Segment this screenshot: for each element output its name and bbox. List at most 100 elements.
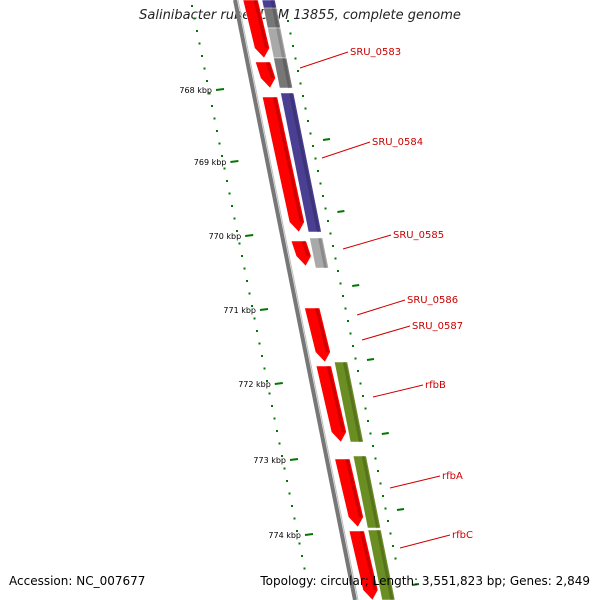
cds-arrow bbox=[290, 240, 312, 267]
gene-leader-line bbox=[356, 299, 406, 316]
scale-dot bbox=[261, 355, 263, 357]
scale-dot bbox=[296, 530, 298, 532]
scale-dot bbox=[226, 180, 228, 182]
scale-dot-inner bbox=[354, 357, 357, 360]
scale-dot-inner bbox=[317, 170, 319, 172]
scale-dot-inner bbox=[289, 32, 292, 35]
cog-bar bbox=[280, 92, 322, 233]
scale-dot-inner bbox=[339, 282, 342, 285]
gene-leader-line bbox=[389, 475, 441, 489]
scale-dot-inner bbox=[389, 532, 392, 535]
cds-arrow-shade bbox=[345, 458, 362, 518]
scale-dot bbox=[196, 30, 198, 32]
gene-label[interactable]: rfbC bbox=[452, 530, 473, 541]
scale-dot bbox=[298, 542, 301, 545]
scale-dot bbox=[286, 480, 288, 482]
scale-dot-inner bbox=[299, 82, 302, 85]
cds-arrow-shade bbox=[272, 96, 303, 223]
scale-dot bbox=[238, 242, 241, 245]
cog-bar bbox=[261, 0, 277, 9]
gene-leader-line bbox=[361, 325, 411, 341]
scale-dot-inner bbox=[357, 370, 359, 372]
scale-dot-inner bbox=[372, 445, 374, 447]
cog-bar-shade bbox=[282, 57, 292, 89]
scale-dot-inner bbox=[359, 382, 362, 385]
scale-dot bbox=[271, 405, 273, 407]
genome-backbone bbox=[233, 0, 357, 600]
cds-arrow bbox=[255, 61, 276, 89]
scale-major-tick bbox=[215, 88, 225, 91]
scale-minor-tick bbox=[352, 284, 360, 287]
scale-dot-inner bbox=[287, 20, 289, 22]
cds-arrow-shade bbox=[315, 307, 329, 353]
scale-minor-tick bbox=[396, 508, 405, 511]
scale-minor-tick bbox=[411, 583, 420, 586]
scale-dot bbox=[248, 292, 251, 295]
scale-dot-inner bbox=[342, 295, 344, 297]
cog-bar-shade bbox=[376, 529, 394, 600]
scale-major-tick bbox=[304, 533, 314, 536]
scale-dot-inner bbox=[369, 432, 372, 435]
scale-dot-inner bbox=[384, 507, 387, 510]
scale-dot-inner bbox=[297, 70, 299, 72]
scale-dot-inner bbox=[312, 145, 314, 147]
scale-dot bbox=[218, 142, 221, 145]
scale-dot bbox=[233, 217, 236, 220]
scale-dot bbox=[266, 380, 268, 382]
scale-dot-inner bbox=[379, 482, 382, 485]
scale-dot-inner bbox=[344, 307, 347, 310]
scale-dot bbox=[273, 417, 276, 420]
scale-label: 774 kbp bbox=[268, 531, 301, 540]
cog-bar bbox=[309, 237, 329, 269]
scale-dot bbox=[276, 430, 278, 432]
cds-arrow-shade bbox=[301, 240, 310, 257]
cds-arrow-shade bbox=[359, 530, 377, 591]
scale-dot-inner bbox=[292, 45, 294, 47]
cds-arrow-shade bbox=[326, 365, 345, 433]
scale-dot bbox=[208, 92, 211, 95]
gene-label[interactable]: SRU_0583 bbox=[350, 47, 401, 58]
scale-dot-inner bbox=[319, 182, 322, 185]
scale-dot bbox=[206, 80, 208, 82]
scale-dot bbox=[198, 42, 201, 45]
genome-backbone-shadow bbox=[237, 0, 359, 600]
gene-leader-line bbox=[342, 234, 392, 250]
gene-label[interactable]: rfbA bbox=[442, 471, 463, 482]
cds-arrow-shade bbox=[253, 0, 269, 49]
scale-dot bbox=[293, 517, 296, 520]
scale-dot bbox=[283, 467, 286, 470]
scale-label: 770 kbp bbox=[209, 232, 242, 241]
scale-major-tick bbox=[245, 234, 254, 237]
cog-bar-shade bbox=[289, 92, 320, 233]
scale-minor-tick bbox=[337, 210, 345, 213]
gene-label[interactable]: SRU_0587 bbox=[412, 321, 463, 332]
scale-minor-tick bbox=[322, 138, 331, 141]
scale-dot bbox=[256, 330, 258, 332]
scale-dot bbox=[193, 17, 196, 20]
scale-dot bbox=[213, 117, 216, 120]
scale-major-tick bbox=[259, 308, 269, 311]
gene-leader-line bbox=[372, 384, 424, 398]
scale-dot-inner bbox=[337, 270, 339, 272]
gene-label[interactable]: SRU_0585 bbox=[393, 230, 444, 241]
scale-dot bbox=[251, 305, 253, 307]
scale-dot bbox=[301, 555, 303, 557]
gene-label[interactable]: SRU_0584 bbox=[372, 137, 423, 148]
gene-label[interactable]: rfbB bbox=[425, 380, 446, 391]
cog-bar-shade bbox=[318, 237, 328, 269]
genome-summary-text: Topology: circular; Length: 3,551,823 bp… bbox=[260, 574, 590, 588]
scale-dot bbox=[236, 230, 238, 232]
scale-dot bbox=[263, 367, 266, 370]
gene-leader-line bbox=[399, 534, 451, 549]
scale-dot bbox=[231, 205, 233, 207]
map-title: Salinibacter ruber DSM 13855, complete g… bbox=[139, 8, 461, 23]
scale-major-tick bbox=[274, 382, 283, 385]
scale-dot-inner bbox=[377, 470, 379, 472]
cds-arrow bbox=[348, 530, 379, 600]
scale-dot bbox=[221, 155, 223, 157]
scale-label: 769 kbp bbox=[194, 158, 227, 167]
gene-label[interactable]: SRU_0586 bbox=[407, 295, 458, 306]
cds-arrow-shade bbox=[265, 61, 275, 79]
scale-dot-inner bbox=[304, 107, 307, 110]
